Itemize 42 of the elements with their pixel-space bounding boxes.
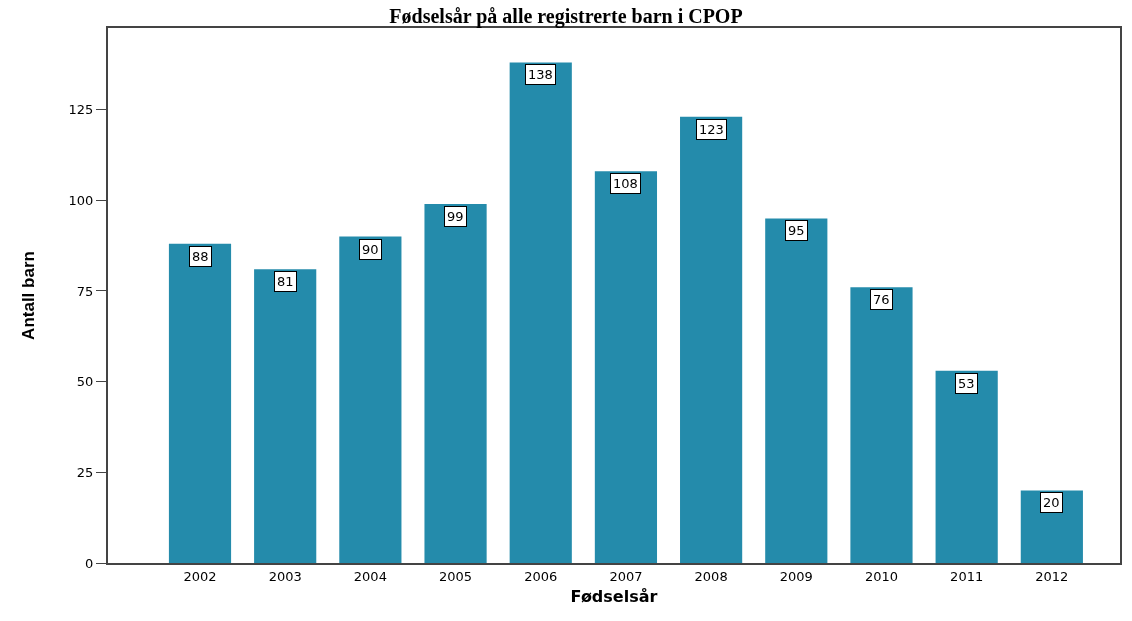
data-label: 108 bbox=[613, 176, 638, 191]
y-tick-label: 125 bbox=[68, 102, 94, 118]
bar bbox=[765, 218, 828, 563]
bar bbox=[935, 370, 998, 563]
y-tick-label: 25 bbox=[76, 464, 94, 480]
x-tick-label: 2002 bbox=[183, 568, 217, 584]
data-label: 99 bbox=[447, 209, 464, 224]
y-tick-label: 0 bbox=[85, 555, 94, 571]
data-label: 81 bbox=[277, 274, 294, 289]
bar bbox=[424, 203, 487, 563]
chart-title: Fødselsår på alle registrerte barn i CPOP bbox=[389, 5, 743, 29]
bar bbox=[594, 171, 658, 563]
y-tick-label: 75 bbox=[76, 283, 94, 299]
data-label: 95 bbox=[788, 223, 805, 238]
y-tick-label: 50 bbox=[76, 374, 94, 390]
x-tick-label: 2005 bbox=[439, 568, 473, 584]
bar bbox=[1020, 490, 1083, 563]
data-label: 20 bbox=[1043, 495, 1060, 510]
x-tick-label: 2012 bbox=[1035, 568, 1069, 584]
bar bbox=[254, 269, 317, 563]
data-label: 90 bbox=[362, 242, 379, 257]
data-label: 138 bbox=[528, 67, 553, 82]
x-tick-label: 2004 bbox=[353, 568, 387, 584]
x-tick-label: 2006 bbox=[524, 568, 558, 584]
y-tick-label: 100 bbox=[68, 192, 94, 208]
data-label: 53 bbox=[958, 376, 975, 391]
bar bbox=[168, 243, 232, 563]
x-tick-label: 2011 bbox=[950, 568, 984, 584]
x-tick-label: 2009 bbox=[779, 568, 813, 584]
data-label: 76 bbox=[873, 292, 890, 307]
x-tick-label: 2010 bbox=[864, 568, 899, 584]
y-axis-title: Antall barn bbox=[18, 251, 38, 340]
data-label: 123 bbox=[699, 122, 724, 137]
bar bbox=[339, 236, 402, 563]
x-tick-label: 2008 bbox=[694, 568, 728, 584]
bar bbox=[680, 116, 743, 563]
x-axis-title: Fødselsår bbox=[570, 586, 658, 606]
data-label: 88 bbox=[192, 249, 209, 264]
bar bbox=[850, 287, 913, 563]
bar bbox=[509, 62, 572, 563]
x-tick-label: 2003 bbox=[268, 568, 302, 584]
x-tick-label: 2007 bbox=[609, 568, 643, 584]
